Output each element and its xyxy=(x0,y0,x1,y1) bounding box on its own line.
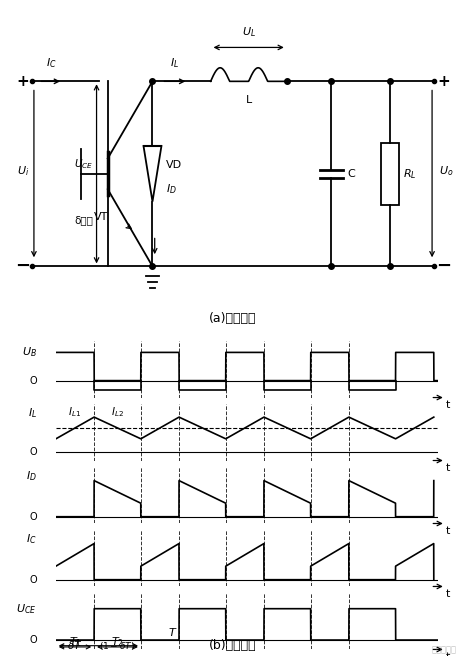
Text: $I_{L2}$: $I_{L2}$ xyxy=(111,405,124,419)
Text: $U_{CE}$: $U_{CE}$ xyxy=(16,602,37,615)
Bar xyxy=(381,143,398,205)
Text: +: + xyxy=(437,74,450,89)
Text: $I_C$: $I_C$ xyxy=(26,532,37,546)
Text: −: − xyxy=(15,257,30,276)
Text: $U_{CE}$: $U_{CE}$ xyxy=(74,157,93,171)
Text: t: t xyxy=(445,652,450,656)
Text: L: L xyxy=(246,95,252,105)
Text: t: t xyxy=(445,463,450,474)
Text: δ控制: δ控制 xyxy=(74,215,93,225)
Text: t: t xyxy=(445,526,450,537)
Text: $I_D$: $I_D$ xyxy=(166,182,177,196)
Text: O: O xyxy=(29,575,37,584)
Text: O: O xyxy=(29,512,37,522)
Text: VT: VT xyxy=(94,212,108,222)
Text: $I_L$: $I_L$ xyxy=(170,56,179,70)
Text: $U_o$: $U_o$ xyxy=(439,164,453,178)
Text: 电子发烧友: 电子发烧友 xyxy=(432,646,457,655)
Text: (a)基本电路: (a)基本电路 xyxy=(209,312,257,325)
Text: $I_D$: $I_D$ xyxy=(26,469,37,483)
Text: t: t xyxy=(445,589,450,600)
Text: t: t xyxy=(445,400,450,411)
Text: O: O xyxy=(29,376,37,386)
Text: −: − xyxy=(436,257,451,276)
Text: +: + xyxy=(16,74,29,89)
Text: O: O xyxy=(29,447,37,457)
Text: $U_B$: $U_B$ xyxy=(22,346,37,359)
Text: $\delta T$: $\delta T$ xyxy=(68,639,82,651)
Text: $I_C$: $I_C$ xyxy=(47,56,57,70)
Text: $I_{L1}$: $I_{L1}$ xyxy=(69,405,82,419)
Text: $U_i$: $U_i$ xyxy=(17,164,29,178)
Text: (b)工作波形: (b)工作波形 xyxy=(209,640,257,653)
Text: $T_1$: $T_1$ xyxy=(69,636,82,649)
Text: $U_L$: $U_L$ xyxy=(242,25,256,39)
Text: $(1-\delta T)$: $(1-\delta T)$ xyxy=(99,640,136,652)
Text: $R_L$: $R_L$ xyxy=(403,167,417,181)
Text: $T_2$: $T_2$ xyxy=(111,636,124,649)
Text: O: O xyxy=(29,635,37,645)
Text: $T$: $T$ xyxy=(168,626,177,638)
Text: VD: VD xyxy=(166,159,182,170)
Text: C: C xyxy=(347,169,355,179)
Text: $I_L$: $I_L$ xyxy=(27,406,37,420)
